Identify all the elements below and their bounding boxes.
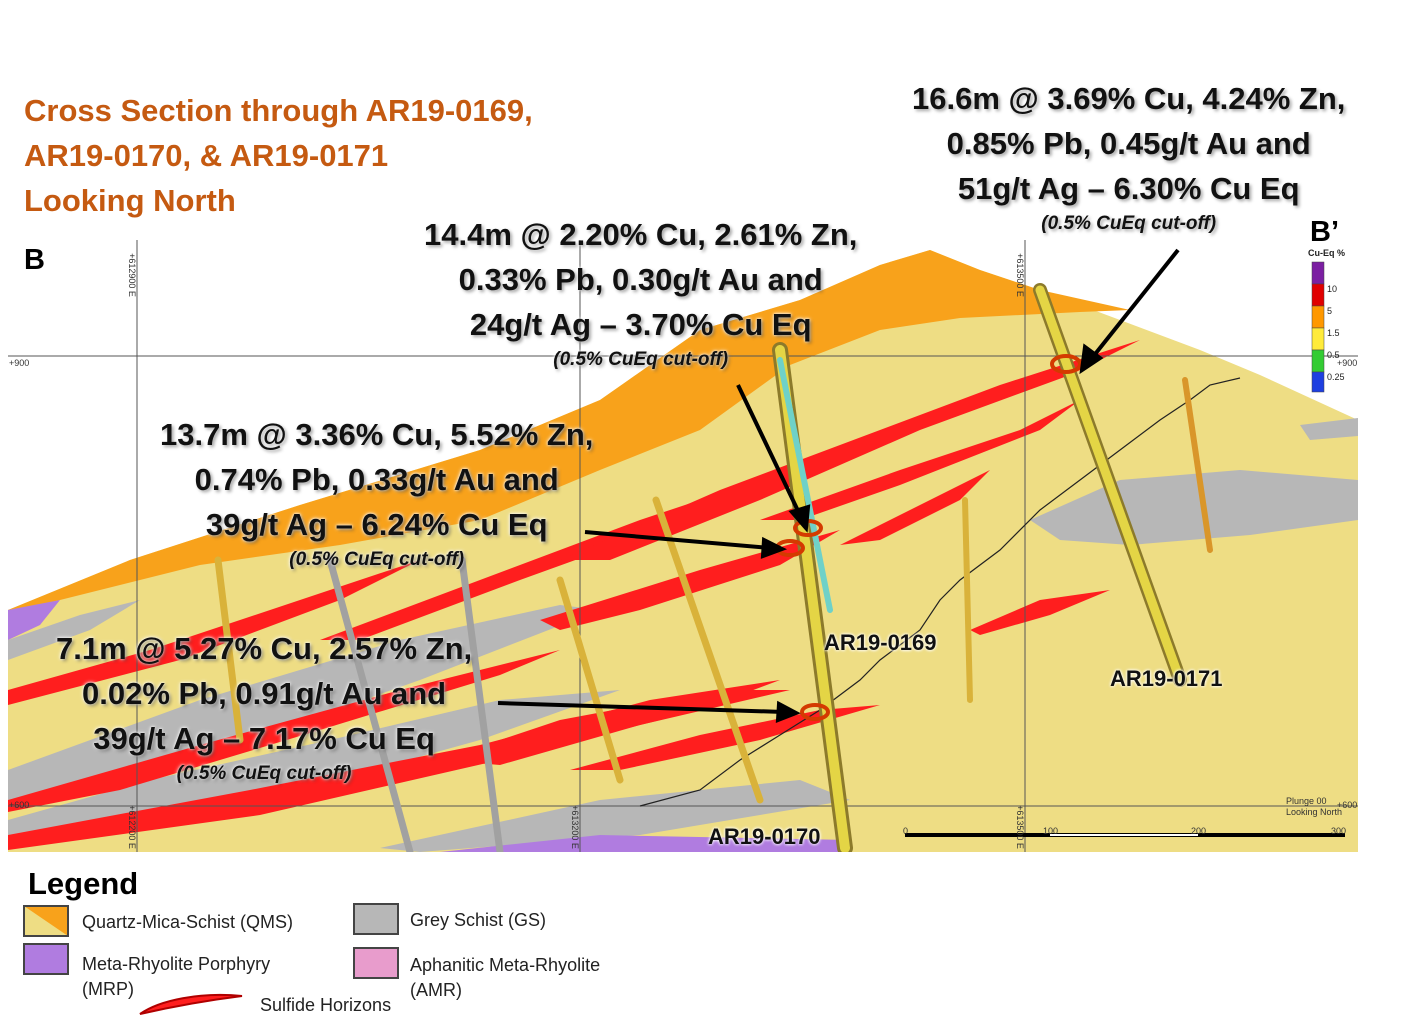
hole-label-ar19-0170: AR19-0170	[708, 824, 821, 849]
drill-hole	[458, 556, 504, 852]
grey-schist-band	[8, 605, 600, 800]
callout-ar19-0170: 7.1m @ 5.27% Cu, 2.57% Zn, 0.02% Pb, 0.9…	[56, 626, 472, 787]
callout-line: 16.6m @ 3.69% Cu, 4.24% Zn,	[912, 81, 1346, 116]
legend-amr: Aphanitic Meta-Rhyolite (AMR)	[410, 953, 600, 1003]
elevation-label: +900	[9, 358, 30, 368]
easting-label: +613200 E	[569, 805, 580, 849]
callout-line: 0.85% Pb, 0.45g/t Au and	[946, 126, 1311, 161]
cu-eq-scale: Cu-Eq % 10 5 1.5 0.5 0.25	[1308, 248, 1358, 382]
callout-ar19-0169-upper: 14.4m @ 2.20% Cu, 2.61% Zn, 0.33% Pb, 0.…	[424, 212, 857, 373]
sulfide-horizon	[8, 650, 560, 812]
legend-sulfide: Sulfide Horizons	[260, 995, 392, 1015]
legend-mrp: Meta-Rhyolite Porphyry (MRP)	[82, 952, 270, 1002]
intercept-ring	[800, 703, 830, 721]
callout-ar19-0169-lower: 13.7m @ 3.36% Cu, 5.52% Zn, 0.74% Pb, 0.…	[160, 412, 593, 573]
hole-label-ar19-0171: AR19-0171	[1110, 666, 1223, 691]
cu-eq-tick: 1.5	[1327, 328, 1340, 338]
title-line: Looking North	[24, 183, 236, 218]
callout-line: 0.02% Pb, 0.91g/t Au and	[82, 676, 447, 711]
grey-schist-band	[8, 690, 620, 840]
elevation-label: +600	[9, 800, 30, 810]
callout-arrows	[497, 248, 1180, 723]
legend-swatches	[23, 903, 399, 1015]
callout-cutoff: (0.5% CuEq cut-off)	[176, 763, 352, 784]
callout-cutoff: (0.5% CuEq cut-off)	[553, 349, 729, 370]
drill-hole	[777, 357, 833, 613]
drill-hole	[556, 576, 624, 784]
legend-amr-line: (AMR)	[410, 980, 462, 1000]
scale-tick: 200	[1191, 826, 1207, 836]
hole-label-ar19-0169: AR19-0169	[824, 630, 937, 655]
legend-qms: Quartz-Mica-Schist (QMS)	[82, 912, 294, 932]
callout-line: 13.7m @ 3.36% Cu, 5.52% Zn,	[160, 417, 594, 452]
scale-tick: 300	[1331, 826, 1347, 836]
callout-cutoff: (0.5% CuEq cut-off)	[289, 549, 465, 570]
plunge-label: Plunge 00	[1286, 796, 1327, 806]
cu-eq-scale-title: Cu-Eq %	[1308, 248, 1345, 258]
callout-line: 39g/t Ag – 7.17% Cu Eq	[93, 721, 435, 756]
callout-line: 24g/t Ag – 3.70% Cu Eq	[469, 307, 812, 342]
sulfide-horizon	[840, 470, 990, 545]
sulfide-horizon	[8, 560, 420, 705]
callout-ar19-0171: 16.6m @ 3.69% Cu, 4.24% Zn, 0.85% Pb, 0.…	[912, 76, 1345, 237]
easting-label: +612200 E	[126, 805, 137, 849]
legend-title: Legend	[28, 866, 139, 901]
section-marker-left: B	[24, 244, 45, 276]
mrp-body	[440, 835, 850, 852]
sulfide-horizon	[320, 480, 760, 640]
drill-hole	[962, 497, 973, 703]
contour-line	[639, 377, 1241, 807]
grey-schist-band	[8, 600, 140, 660]
sulfide-horizon	[970, 590, 1110, 635]
callout-line: 0.33% Pb, 0.30g/t Au and	[458, 262, 823, 297]
callout-line: 0.74% Pb, 0.33g/t Au and	[194, 462, 559, 497]
cu-eq-tick: 5	[1327, 306, 1333, 316]
callout-line: 14.4m @ 2.20% Cu, 2.61% Zn,	[424, 217, 858, 252]
qms-orange-band	[8, 250, 1130, 612]
scale-tick: 100	[1043, 826, 1059, 836]
title-line: Cross Section through AR19-0169,	[24, 93, 533, 128]
section-marker-right: B’	[1310, 216, 1339, 248]
callout-cutoff: (0.5% CuEq cut-off)	[1041, 213, 1217, 234]
easting-label: +613500 E	[1014, 253, 1025, 297]
drill-hole	[775, 345, 850, 852]
legend-mrp-line: Meta-Rhyolite Porphyry	[82, 954, 271, 974]
legend-amr-line: Aphanitic Meta-Rhyolite	[410, 955, 601, 975]
looking-label: Looking North	[1286, 807, 1343, 817]
section-title: Cross Section through AR19-0169, AR19-01…	[24, 88, 533, 223]
drill-hole	[1182, 377, 1213, 553]
intercept-ring	[1050, 354, 1082, 374]
cu-eq-colorbar	[1311, 261, 1325, 393]
cu-eq-tick: 0.5	[1327, 350, 1340, 360]
cu-eq-tick: 10	[1327, 284, 1338, 294]
elevation-label: +600	[1337, 800, 1358, 810]
scale-tick: 0	[903, 826, 909, 836]
callout-line: 39g/t Ag – 6.24% Cu Eq	[205, 507, 548, 542]
drill-hole	[652, 496, 764, 804]
grid-lines	[8, 240, 1358, 852]
grey-schist-band	[1300, 418, 1358, 440]
easting-label: +613500 E	[1014, 805, 1025, 849]
cu-eq-tick: 0.25	[1327, 372, 1345, 382]
drill-hole	[214, 556, 244, 744]
title-line: AR19-0170, & AR19-0171	[24, 138, 389, 173]
sulfide-horizon	[560, 340, 1140, 560]
drill-hole	[326, 556, 414, 852]
legend-gs: Grey Schist (GS)	[410, 910, 547, 930]
legend-mrp-line: (MRP)	[82, 979, 134, 999]
mrp-body	[8, 600, 60, 640]
easting-label: +612900 E	[126, 253, 137, 297]
callout-line: 7.1m @ 5.27% Cu, 2.57% Zn,	[56, 631, 473, 666]
elevation-label: +900	[1337, 358, 1358, 368]
callout-line: 51g/t Ag – 6.30% Cu Eq	[957, 171, 1300, 206]
